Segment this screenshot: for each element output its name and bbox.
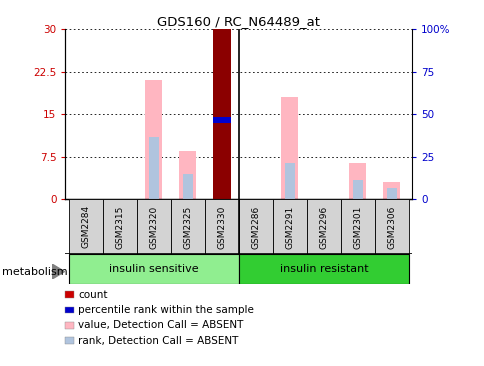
Text: GSM2325: GSM2325 [183,205,192,249]
Text: metabolism: metabolism [2,266,68,277]
Text: rank, Detection Call = ABSENT: rank, Detection Call = ABSENT [78,336,238,346]
FancyBboxPatch shape [69,199,103,254]
Text: value, Detection Call = ABSENT: value, Detection Call = ABSENT [78,320,243,330]
FancyBboxPatch shape [374,199,408,254]
FancyBboxPatch shape [69,254,239,284]
FancyBboxPatch shape [103,199,136,254]
Bar [212,29,231,199]
FancyBboxPatch shape [239,199,272,254]
FancyBboxPatch shape [170,199,204,254]
FancyBboxPatch shape [239,254,408,284]
Bar [149,137,159,199]
Bar [212,117,231,123]
Bar [182,174,193,199]
Bar [284,163,294,199]
Text: GSM2306: GSM2306 [387,205,395,249]
Text: GSM2286: GSM2286 [251,205,260,249]
FancyBboxPatch shape [272,199,306,254]
Text: insulin resistant: insulin resistant [279,264,367,274]
Text: GSM2284: GSM2284 [81,205,90,249]
Text: GSM2301: GSM2301 [353,205,362,249]
Bar [179,151,196,199]
Bar [281,97,298,199]
FancyBboxPatch shape [306,199,340,254]
Text: GSM2320: GSM2320 [149,205,158,249]
Bar [352,180,362,199]
FancyBboxPatch shape [136,199,170,254]
Text: GSM2315: GSM2315 [115,205,124,249]
Bar [348,163,365,199]
Bar [145,80,162,199]
FancyBboxPatch shape [340,199,374,254]
Text: percentile rank within the sample: percentile rank within the sample [78,305,254,315]
Text: GSM2291: GSM2291 [285,205,294,249]
Polygon shape [52,264,64,279]
Text: count: count [78,290,107,300]
Text: insulin sensitive: insulin sensitive [109,264,198,274]
Bar [382,182,399,199]
Bar [386,188,396,199]
Text: GSM2330: GSM2330 [217,205,226,249]
Text: GSM2296: GSM2296 [318,205,328,249]
Title: GDS160 / RC_N64489_at: GDS160 / RC_N64489_at [157,15,320,28]
FancyBboxPatch shape [204,199,239,254]
